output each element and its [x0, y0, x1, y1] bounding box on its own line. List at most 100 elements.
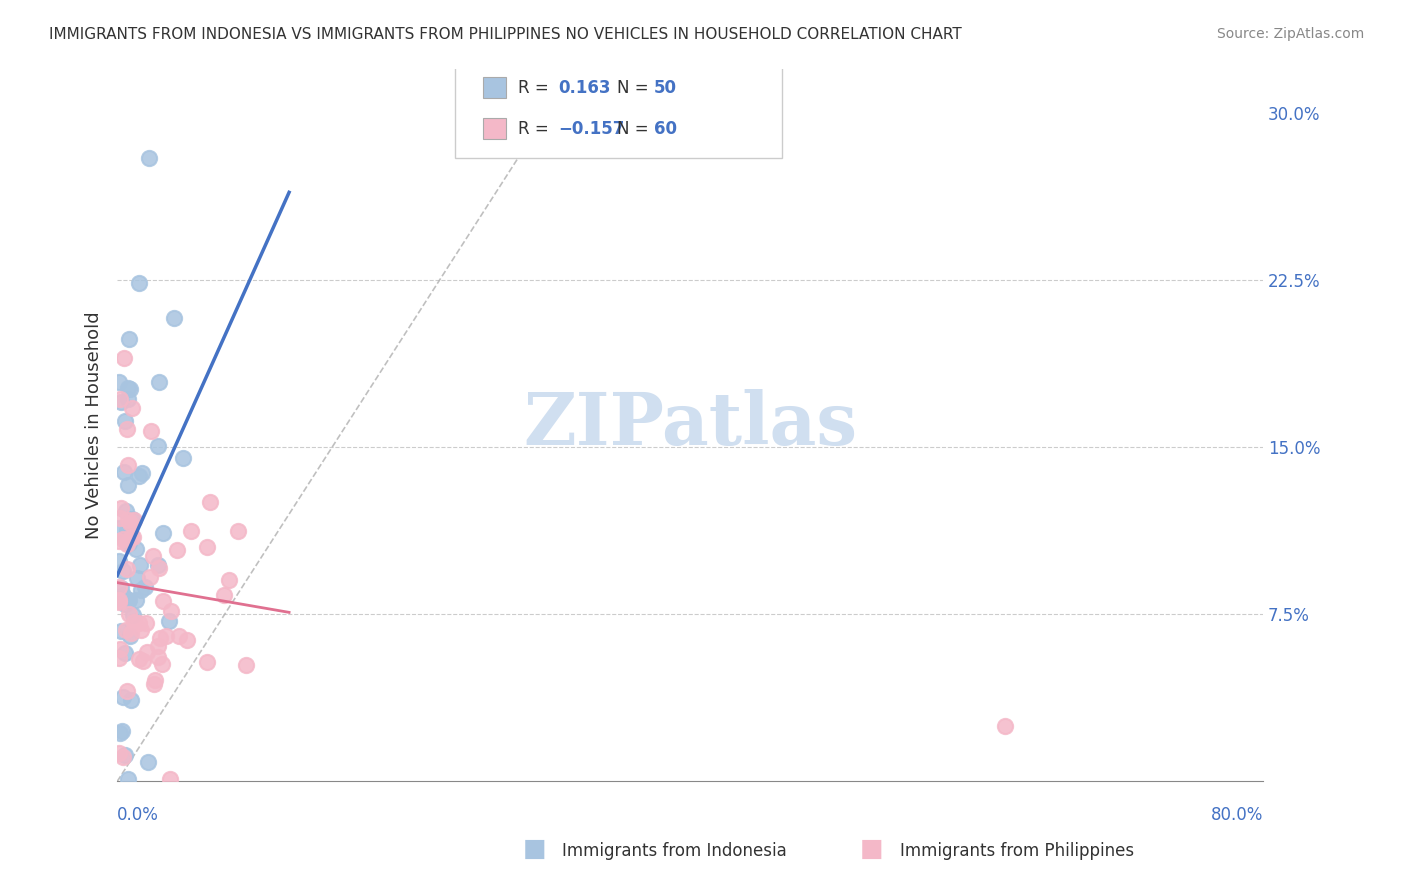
Point: [139, 569, 162, 583]
Point: [117, 392, 139, 406]
Point: [107, 650, 129, 665]
Text: −0.157: −0.157: [558, 120, 624, 138]
Point: [107, 593, 129, 607]
Point: [110, 582, 132, 596]
Point: [110, 394, 132, 409]
Text: 80.0%: 80.0%: [1211, 806, 1263, 824]
Point: [226, 524, 249, 539]
Point: [129, 558, 152, 573]
Point: [131, 466, 153, 480]
Point: [148, 560, 170, 574]
Point: [111, 749, 134, 764]
Point: [120, 692, 142, 706]
Point: [169, 629, 191, 643]
Point: [118, 593, 141, 607]
Point: [117, 593, 139, 607]
Point: [148, 375, 170, 389]
Point: [115, 561, 138, 575]
Text: 0.163: 0.163: [558, 79, 612, 97]
Text: 50: 50: [654, 79, 676, 97]
Point: [107, 375, 129, 389]
Point: [128, 276, 150, 290]
Point: [212, 588, 235, 602]
Point: [146, 439, 169, 453]
Point: [117, 458, 139, 472]
Point: [110, 624, 132, 638]
Point: [122, 607, 145, 622]
Point: [108, 726, 131, 740]
Point: [117, 772, 139, 787]
Text: Immigrants from Philippines: Immigrants from Philippines: [900, 842, 1135, 860]
Point: [117, 381, 139, 395]
Point: [195, 655, 218, 669]
Point: [136, 645, 159, 659]
Point: [134, 580, 156, 594]
Point: [195, 540, 218, 554]
Point: [152, 526, 174, 541]
Text: Immigrants from Indonesia: Immigrants from Indonesia: [562, 842, 787, 860]
Point: [117, 422, 139, 436]
Point: [118, 535, 141, 549]
Point: [128, 616, 150, 631]
Text: R =: R =: [519, 120, 554, 138]
Point: [139, 424, 162, 438]
Point: [142, 549, 165, 563]
Point: [128, 469, 150, 483]
Point: [115, 523, 138, 537]
Text: 0.0%: 0.0%: [117, 806, 159, 824]
Point: [117, 477, 139, 491]
Point: [108, 392, 131, 406]
Point: [107, 595, 129, 609]
Point: [115, 504, 138, 518]
Point: [112, 351, 135, 366]
Point: [163, 311, 186, 326]
Point: [155, 628, 177, 642]
FancyBboxPatch shape: [456, 62, 782, 158]
Point: [146, 639, 169, 653]
Point: [114, 748, 136, 763]
Point: [129, 582, 152, 597]
Text: ■: ■: [860, 838, 883, 862]
Point: [117, 537, 139, 551]
Point: [118, 516, 141, 530]
Point: [157, 615, 180, 629]
Point: [115, 624, 138, 638]
Point: [108, 534, 131, 549]
Point: [108, 510, 131, 524]
Point: [138, 151, 160, 165]
Point: [120, 629, 142, 643]
Point: [135, 616, 157, 631]
Point: [994, 719, 1017, 733]
Point: [121, 511, 143, 525]
Point: [152, 594, 174, 608]
Point: [115, 684, 138, 698]
Point: [125, 571, 148, 585]
Point: [218, 573, 240, 587]
Point: [235, 657, 257, 672]
Point: [176, 633, 198, 648]
Point: [112, 466, 135, 480]
Point: [110, 501, 132, 516]
Point: [128, 652, 150, 666]
Point: [120, 530, 142, 544]
Point: [112, 588, 135, 602]
FancyBboxPatch shape: [482, 119, 506, 139]
Point: [150, 657, 173, 672]
FancyBboxPatch shape: [482, 78, 506, 98]
Point: [120, 626, 142, 640]
Point: [146, 650, 169, 665]
Point: [118, 607, 141, 621]
Text: 60: 60: [654, 120, 676, 138]
Point: [159, 772, 181, 787]
Point: [142, 677, 165, 691]
Point: [124, 593, 146, 607]
Point: [114, 597, 136, 611]
Point: [180, 524, 202, 538]
Point: [114, 532, 136, 546]
Point: [117, 513, 139, 527]
Point: [111, 724, 134, 739]
Point: [159, 604, 181, 618]
Point: [122, 513, 145, 527]
Point: [131, 654, 153, 668]
Point: [166, 542, 188, 557]
